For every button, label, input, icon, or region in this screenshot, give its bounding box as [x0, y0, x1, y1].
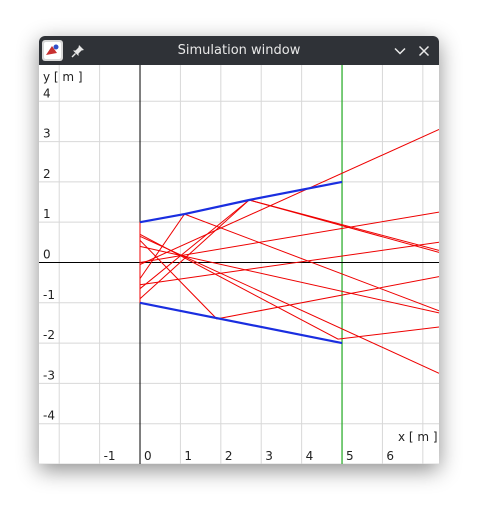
plot-canvas[interactable]: -1 0 1 2 3 4 5 6 4 3 2 1 0 -1 -2 -3 -4 y [ m ] x [ m ] — [39, 65, 439, 464]
y-tick-label: 1 — [43, 207, 51, 221]
x-tick-label: 5 — [346, 449, 354, 463]
x-tick-label: 3 — [265, 449, 273, 463]
y-tick-label: 4 — [43, 86, 51, 100]
y-axis-label: y [ m ] — [43, 70, 83, 84]
x-tick-label: 1 — [184, 449, 192, 463]
x-axis-label: x [ m ] — [398, 430, 438, 444]
y-tick-label: 3 — [43, 127, 51, 141]
y-tick-label: 0 — [43, 247, 51, 261]
window-title: Simulation window — [177, 43, 301, 58]
light-ray — [139, 241, 439, 286]
light-ray — [139, 235, 439, 374]
x-tick-label: 6 — [386, 449, 394, 463]
simulation-window: Simulation window -1 0 1 2 3 4 5 6 4 3 2 1 0 -1 -2 -3 -4… — [39, 36, 439, 464]
y-tick-label: -3 — [43, 368, 55, 382]
title-bar[interactable]: Simulation window — [39, 36, 439, 65]
chevron-down-icon[interactable] — [393, 43, 407, 57]
close-icon[interactable] — [417, 43, 431, 57]
light-ray — [139, 129, 439, 265]
x-tick-label: 4 — [306, 449, 314, 463]
x-tick-label: 2 — [225, 449, 233, 463]
light-ray — [139, 233, 439, 340]
y-tick-label: -4 — [43, 409, 55, 423]
y-tick-label: 2 — [43, 167, 51, 181]
pin-icon[interactable] — [71, 43, 85, 58]
x-tick-label: 0 — [144, 449, 152, 463]
app-icon[interactable] — [42, 40, 63, 61]
x-tick-label: -1 — [104, 449, 116, 463]
simulation-plot[interactable]: -1 0 1 2 3 4 5 6 4 3 2 1 0 -1 -2 -3 -4 y [ m ] x [ m ] — [39, 65, 439, 464]
mirror-segment — [139, 180, 343, 224]
light-ray — [139, 211, 439, 263]
y-tick-label: -2 — [43, 328, 55, 342]
y-tick-label: -1 — [43, 288, 55, 302]
light-ray — [139, 245, 439, 314]
mirror-segment — [139, 301, 343, 345]
